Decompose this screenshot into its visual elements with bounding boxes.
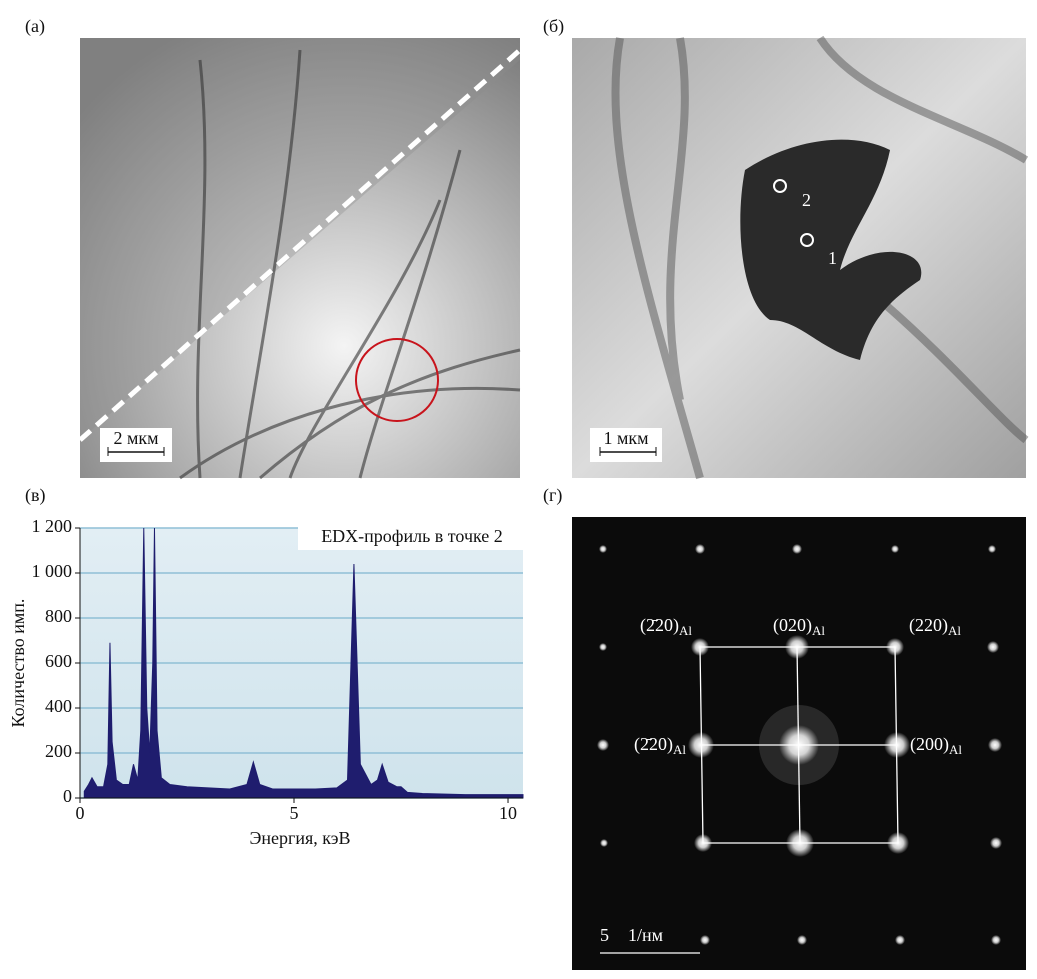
micrograph-b xyxy=(572,35,1029,480)
reflection-label: (220)Al xyxy=(909,615,961,638)
y-tick-label: 800 xyxy=(45,606,72,626)
point-label: 1 xyxy=(828,248,837,268)
panel-label: (в) xyxy=(25,485,46,506)
x-tick-label: 5 xyxy=(290,803,299,823)
x-axis-label: Энергия, кэВ xyxy=(249,828,350,848)
x-tick-label: 10 xyxy=(499,803,517,823)
scale-bar-unit: 1/нм xyxy=(628,925,663,945)
reflection-label: (020)Al xyxy=(773,615,825,638)
y-tick-label: 1 000 xyxy=(32,561,73,581)
micrograph-a xyxy=(78,38,522,480)
reflection-label: (200)Al xyxy=(910,734,962,757)
spectrum-area xyxy=(83,527,524,799)
x-tick-label: 0 xyxy=(76,803,85,823)
annotation-box xyxy=(298,524,526,550)
panel-label: (б) xyxy=(543,16,564,37)
point-label: 2 xyxy=(802,190,811,210)
panel-label: (а) xyxy=(25,16,45,37)
y-tick-label: 400 xyxy=(45,696,72,716)
reflection-label: (2̄20)Al xyxy=(634,734,686,757)
annotation: EDX-профиль в точке 2 xyxy=(321,526,503,546)
y-tick-label: 0 xyxy=(63,786,72,806)
panel-label: (г) xyxy=(543,485,562,506)
scale-bar-value: 5 xyxy=(600,925,609,945)
reflection-label: (2̄20)Al xyxy=(640,615,692,638)
diffraction-pattern xyxy=(572,517,1026,970)
scale-bar-label: 1 мкм xyxy=(603,428,648,448)
y-tick-label: 1 200 xyxy=(32,516,73,536)
y-axis-label: Количество имп. xyxy=(8,599,28,728)
scale-bar-label: 2 мкм xyxy=(113,428,158,448)
y-tick-label: 200 xyxy=(45,741,72,761)
y-tick-label: 600 xyxy=(45,651,72,671)
